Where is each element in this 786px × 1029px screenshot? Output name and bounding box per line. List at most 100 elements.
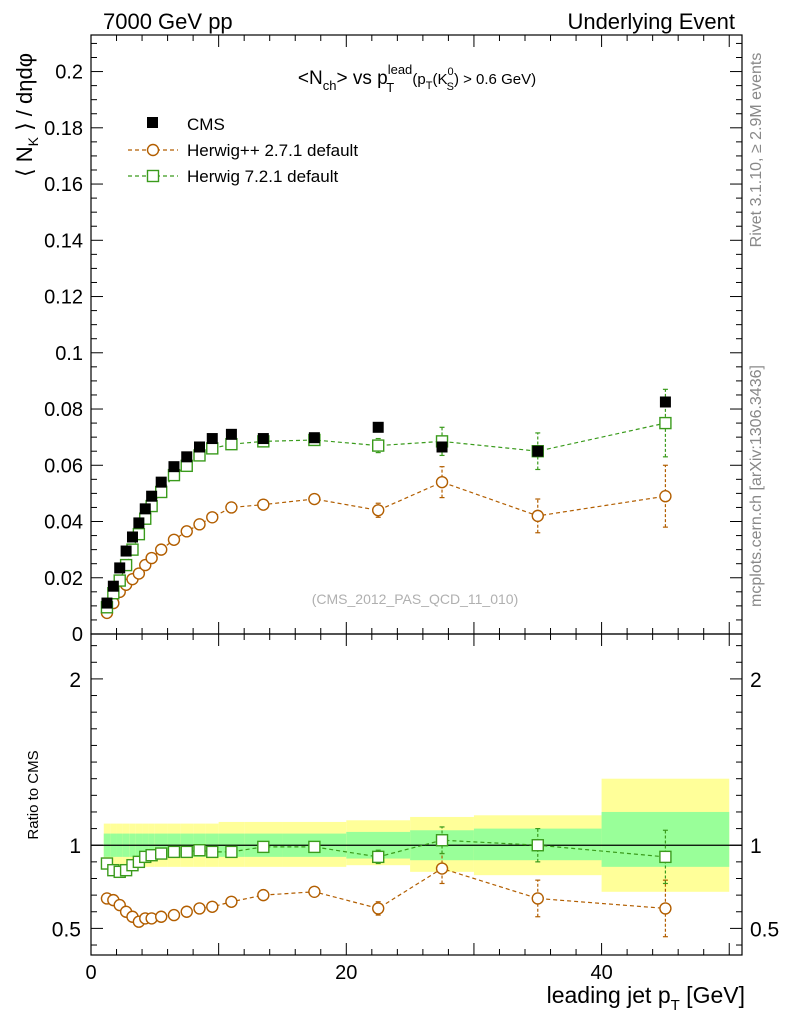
main-point-herwig7 [372,439,385,452]
header-left: 7000 GeV pp [103,9,233,34]
legend-label-herwigpp: Herwig++ 2.7.1 default [187,141,358,160]
legend-label-cms: CMS [187,115,225,134]
main-point-herwigpp [180,525,193,538]
legend-label-herwig7: Herwig 7.2.1 default [187,167,338,186]
ratio-line-herwigpp [106,867,666,923]
y-tick-label: 0 [72,624,83,646]
ratio-y-tick-label: 0.5 [52,918,81,941]
x-axis-label: leading jet pT [GeV] [547,982,745,1014]
ratio-y-tick-label: 1 [69,835,81,858]
y-tick-label: 0.02 [44,568,83,590]
ratio-point-herwigpp [659,902,672,915]
ratio-point-herwig7 [180,845,193,859]
ratio-point-herwig7 [372,850,385,864]
legend-marker-herwigpp [146,143,160,157]
ratio-point-herwigpp [155,910,168,923]
main-point-herwigpp [132,567,146,580]
main-ylabel: ⟨ NK ⟩ / dηdφ [12,53,41,177]
main-point-cms [206,433,218,445]
x-tick-label: 40 [590,962,612,984]
main-point-cms [139,503,151,515]
main-point-herwig7 [659,416,672,430]
header-right: Underlying Event [567,9,735,34]
ratio-ylabel: Ratio to CMS [25,750,42,839]
ratio-point-herwig7 [155,847,168,860]
main-point-herwig7 [155,485,168,499]
main-point-cms [133,517,145,529]
y-tick-label: 0.2 [55,62,83,84]
main-point-herwigpp [145,551,158,565]
y-tick-label: 0.04 [44,512,83,534]
y-tick-label: 0.12 [44,287,83,309]
y-tick-label: 0.1 [55,343,83,365]
mcplots-label: mcplots.cern.ch [arXiv:1306.3436] [748,365,765,607]
ratio-point-herwig7 [206,845,219,859]
main-point-cms [372,421,384,433]
ratio-point-herwigpp [167,908,181,922]
main-point-herwigpp [167,533,181,546]
main-point-herwigpp [372,504,385,517]
main-point-herwigpp [659,490,672,503]
main-axes: 0 0.02 0.04 0.06 0.08 0.1 0.12 0.14 0.16 0.18 0.2 [44,35,742,646]
ratio-y-tick-label: 2 [69,669,81,692]
ratio-point-herwigpp [372,902,385,915]
y-tick-label: 0.08 [44,399,83,421]
ratio-point-herwig7 [100,857,114,870]
y-tick-label: 0.16 [44,174,83,196]
analysis-watermark: (CMS_2012_PAS_QCD_11_010) [312,591,519,607]
ratio-point-herwig7 [225,845,238,859]
main-point-cms [155,476,167,488]
main-point-cms [114,562,126,574]
main-point-cms [225,428,237,440]
legend-marker-cms [147,117,158,128]
main-point-cms [168,461,180,473]
ratio-point-herwig7 [308,840,321,854]
ratio-point-herwigpp [180,905,193,918]
ratio-point-herwig7 [193,844,206,857]
main-point-herwigpp [531,509,544,523]
main-point-herwig7 [113,574,126,587]
ratio-point-herwig7 [659,850,672,864]
main-point-cms [532,445,544,457]
ratio-point-herwigpp [193,902,206,915]
main-point-cms [659,396,671,408]
ratio-point-herwig7 [257,840,270,854]
ratio-point-herwigpp [435,862,449,875]
x-tick-label: 0 [85,962,96,984]
ratio-point-herwig7 [167,845,181,859]
ratio-point-herwigpp [225,895,238,908]
main-point-cms [436,441,448,453]
legend: CMS Herwig++ 2.7.1 default Herwig 7.2.1 … [128,115,358,186]
ratio-point-herwig7 [531,839,544,852]
main-point-cms [146,490,158,502]
ratio-y-tick-label-right: 1 [750,835,762,858]
y-tick-label: 0.14 [44,230,83,252]
main-point-cms [257,433,269,445]
main-point-herwig7 [206,442,219,455]
main-point-cms [181,451,193,463]
ratio-y-tick-label-right: 0.5 [750,918,779,941]
main-title: <Nch> vs plead T (pT(K0 S) > 0.6 GeV) [298,62,536,95]
main-point-herwigpp [308,492,321,506]
ratio-point-herwigpp [308,885,321,898]
ratio-frame [90,633,743,956]
main-point-herwigpp [435,475,449,489]
ratio-point-herwig7 [435,834,449,847]
main-point-herwigpp [257,498,270,511]
main-point-cms [126,531,138,543]
legend-marker-herwig7 [146,169,160,183]
y-tick-label: 0.18 [44,118,83,140]
rivet-label: Rivet 3.1.10, ≥ 2.9M events [748,53,765,248]
x-tick-label: 20 [335,962,357,984]
ratio-point-herwigpp [206,900,219,913]
main-series-group [100,388,672,620]
main-point-cms [120,545,132,557]
main-point-cms [107,580,119,592]
main-point-cms [308,432,320,444]
main-point-herwigpp [206,511,219,524]
main-point-herwigpp [225,501,238,514]
main-point-cms [194,441,205,453]
main-point-herwigpp [155,543,168,556]
ratio-series-group [100,826,672,938]
